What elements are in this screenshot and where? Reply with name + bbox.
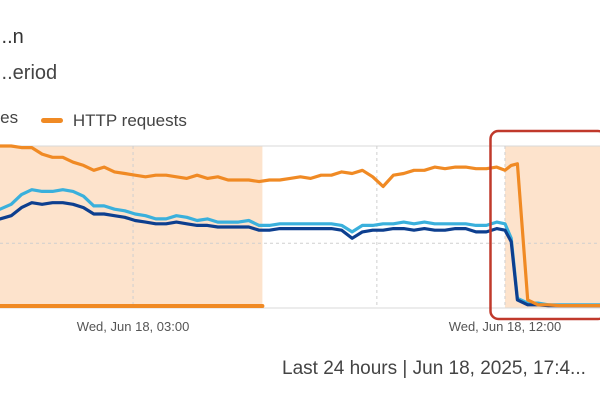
legend-label-blue: ...es (0, 108, 19, 127)
legend-item-http-requests[interactable]: HTTP requests (40, 110, 187, 131)
chart-title: ...n (0, 26, 24, 48)
x-tick-label-0: Wed, Jun 18, 03:00 (77, 319, 190, 334)
series-line-2 (0, 201, 600, 308)
legend: ...es HTTP requests (0, 108, 205, 131)
highlight-box (489, 129, 600, 321)
chart-subtitle: ...eriod (0, 62, 58, 84)
legend-label-http: HTTP requests (72, 110, 187, 130)
series-line-0 (0, 144, 600, 308)
legend-swatch-http (40, 118, 63, 123)
legend-item-blue[interactable]: ...es (0, 108, 18, 128)
x-tick-label-1: Wed, Jun 18, 12:00 (449, 319, 562, 334)
series-line-1 (0, 188, 600, 307)
time-range-label: Last 24 hours | Jun 18, 2025, 17:4... (282, 358, 586, 379)
